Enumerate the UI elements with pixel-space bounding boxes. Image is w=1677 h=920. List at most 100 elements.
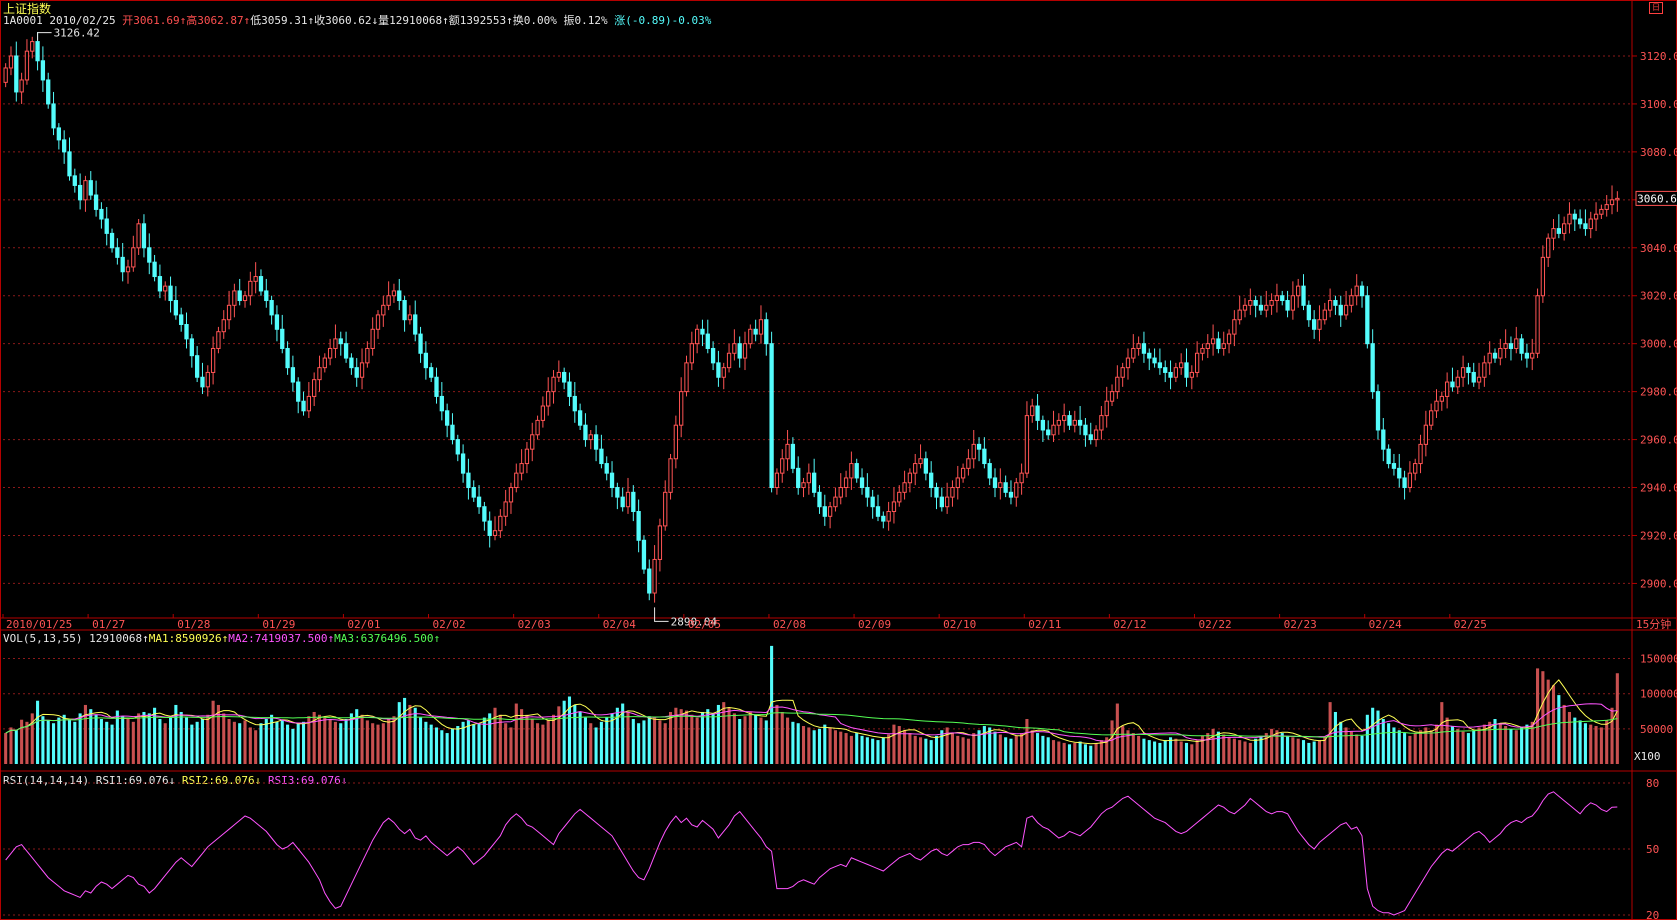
volume-bar xyxy=(376,724,380,764)
volume-bar xyxy=(1238,740,1242,764)
candle-body xyxy=(1583,223,1588,230)
vol-legend-ma2: MA2:7419037.500↑ xyxy=(228,632,335,645)
volume-bar xyxy=(1004,737,1008,764)
candle-body xyxy=(960,467,966,479)
candle-body xyxy=(359,362,365,378)
candle-body xyxy=(290,367,296,383)
candle-body xyxy=(796,467,801,489)
candle-body xyxy=(35,41,40,62)
candle-body xyxy=(1492,352,1498,359)
volume-bar xyxy=(169,717,173,764)
candle-body xyxy=(1444,381,1450,397)
candle-body xyxy=(226,304,232,321)
rsi-tick-label: 50 xyxy=(1646,843,1659,856)
candle-body xyxy=(1359,285,1365,297)
candle-body xyxy=(1280,295,1285,302)
volume-bar xyxy=(1036,733,1040,764)
candle-body xyxy=(886,511,891,522)
candle-body xyxy=(1099,415,1104,431)
volume-bar xyxy=(1275,730,1279,764)
candle-body xyxy=(785,443,790,460)
candle-body xyxy=(849,463,854,479)
volume-bar xyxy=(801,726,806,764)
price-tick-label: 3100.0 xyxy=(1640,98,1677,111)
candle-body xyxy=(1093,429,1099,441)
volume-bar xyxy=(1078,741,1082,764)
date-label: 02/08 xyxy=(773,618,806,631)
date-label: 02/23 xyxy=(1284,618,1317,631)
volume-bar xyxy=(1605,720,1609,764)
candle-body xyxy=(168,285,173,302)
candle-body xyxy=(370,328,375,349)
candle-body xyxy=(1200,347,1205,354)
date-label: 02/10 xyxy=(943,618,976,631)
volume-bar xyxy=(30,713,34,764)
restore-icon[interactable]: 日 xyxy=(1649,2,1663,14)
date-label: 01/27 xyxy=(92,618,125,631)
quote-code-date: 1A0001 2010/02/25 xyxy=(3,14,116,27)
quote-volume: 量12910068↑ xyxy=(378,14,449,27)
volume-bar xyxy=(567,696,572,764)
candle-body xyxy=(1109,391,1115,402)
volume-bar xyxy=(1562,704,1566,764)
candle-body xyxy=(987,463,992,479)
rsi-legend-name: RSI(14,14,14) xyxy=(3,774,90,787)
candle-body xyxy=(1317,319,1322,330)
candle-body xyxy=(1343,304,1349,316)
candle-body xyxy=(120,256,125,273)
volume-bar xyxy=(679,709,683,764)
volume-bar xyxy=(1051,740,1056,764)
candle-body xyxy=(1588,218,1593,230)
candle-body xyxy=(104,218,109,234)
candle-body xyxy=(93,194,99,210)
candle-body xyxy=(1370,343,1375,393)
date-label: 02/09 xyxy=(858,618,891,631)
volume-bar xyxy=(1413,733,1417,764)
candle-body xyxy=(1115,376,1120,393)
volume-bar xyxy=(1578,720,1582,764)
volume-bar xyxy=(190,724,194,764)
volume-bar xyxy=(9,727,13,764)
vol-legend-ma1: MA1:8590926↑ xyxy=(148,632,229,645)
candle-body xyxy=(721,367,726,378)
candle-body xyxy=(1455,376,1460,388)
candle-body xyxy=(663,491,668,527)
candle-body xyxy=(397,290,402,302)
volume-bar xyxy=(1371,707,1375,764)
volume-bar xyxy=(833,730,837,764)
volume-bar xyxy=(1509,728,1513,764)
volume-bar xyxy=(653,717,657,764)
price-tick-label: 2920.0 xyxy=(1640,529,1677,542)
volume-bar xyxy=(1424,727,1428,764)
volume-bar xyxy=(1296,738,1300,764)
candle-body xyxy=(1450,381,1455,388)
volume-bar xyxy=(328,719,332,764)
candle-body xyxy=(1237,309,1242,321)
volume-bar xyxy=(1110,720,1114,764)
volume-bar xyxy=(1344,727,1348,764)
volume-bar xyxy=(445,733,449,764)
date-label: 02/04 xyxy=(603,618,636,631)
volume-bar xyxy=(945,727,949,764)
candle-body xyxy=(902,482,907,493)
volume-bar xyxy=(1280,733,1284,764)
volume-bar xyxy=(254,730,258,764)
volume-bar xyxy=(839,731,843,764)
volume-bar xyxy=(472,724,476,764)
rsi-legend: RSI(14,14,14) RSI1:69.076↓ RSI2:69.076↓ … xyxy=(3,774,347,787)
volume-bar xyxy=(20,719,24,764)
volume-bar xyxy=(387,719,391,764)
volume-bar xyxy=(615,707,619,764)
volume-bar xyxy=(1099,740,1103,764)
volume-bar xyxy=(892,724,896,764)
volume-bar xyxy=(158,719,162,764)
candle-body xyxy=(1051,424,1056,436)
candle-body xyxy=(726,352,732,369)
volume-bar xyxy=(1551,685,1556,764)
candle-body xyxy=(269,300,274,316)
candle-body xyxy=(1221,343,1226,349)
candle-body xyxy=(966,458,971,469)
volume-bar xyxy=(1504,726,1508,764)
volume-bar xyxy=(1525,724,1529,764)
